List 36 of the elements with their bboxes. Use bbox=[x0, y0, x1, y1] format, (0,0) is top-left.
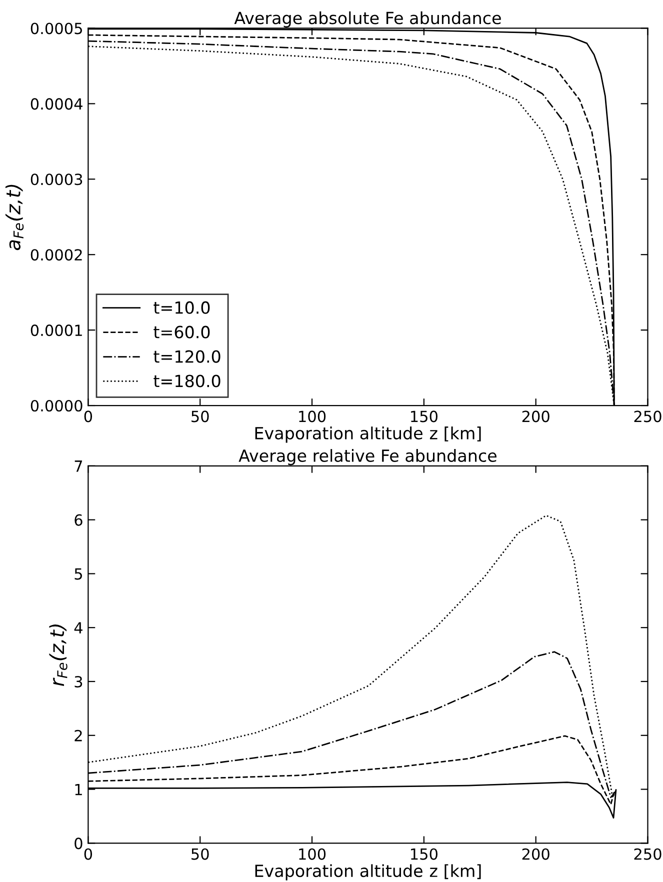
x-tick-label: 150 bbox=[411, 410, 438, 422]
chart-title: Average absolute Fe abundance bbox=[234, 11, 501, 28]
y-tick-label: 0.0000 bbox=[30, 400, 82, 412]
legend-label: t=120.0 bbox=[154, 350, 220, 363]
x-tick-label: 100 bbox=[299, 410, 326, 422]
y-axis-title: r$_{Fe}$(z,t) bbox=[49, 624, 68, 686]
x-axis-title: Evaporation altitude z [km] bbox=[255, 426, 481, 443]
x-tick-label: 250 bbox=[634, 410, 662, 422]
y-tick-label: 1 bbox=[75, 784, 82, 796]
x-tick-label: 250 bbox=[634, 848, 662, 860]
y-tick-label: 0.0004 bbox=[30, 98, 82, 110]
x-tick-label: 150 bbox=[411, 848, 438, 860]
y-tick-label: 0 bbox=[74, 838, 82, 850]
y-tick-label: 0.0002 bbox=[30, 249, 82, 261]
y-tick-label: 3 bbox=[74, 676, 82, 688]
legend-label: t=180.0 bbox=[154, 374, 220, 388]
y-tick-label: 0.0001 bbox=[30, 324, 82, 336]
x-tick-label: 0 bbox=[84, 410, 92, 422]
y-tick-label: 4 bbox=[74, 622, 82, 634]
x-tick-label: 0 bbox=[84, 848, 92, 860]
x-tick-label: 200 bbox=[522, 410, 550, 422]
y-tick-label: 5 bbox=[74, 568, 82, 580]
legend-label: t=60.0 bbox=[154, 326, 210, 338]
x-axis-title: Evaporation altitude z [km] bbox=[255, 864, 481, 880]
x-tick-label: 50 bbox=[192, 410, 209, 422]
chart-title: Average relative Fe abundance bbox=[238, 449, 496, 466]
y-tick-label: 7 bbox=[74, 460, 82, 472]
y-axis-title: a$_{Fe}$(z,t) bbox=[5, 184, 24, 250]
y-tick-label: 2 bbox=[74, 730, 82, 742]
x-tick-label: 50 bbox=[192, 848, 209, 860]
x-tick-label: 200 bbox=[522, 848, 550, 860]
x-tick-label: 100 bbox=[299, 848, 326, 860]
legend-label: t=10.0 bbox=[154, 301, 210, 314]
y-tick-label: 0.0003 bbox=[30, 174, 82, 186]
y-tick-label: 6 bbox=[74, 514, 82, 526]
y-tick-label: 0.0005 bbox=[30, 22, 82, 34]
